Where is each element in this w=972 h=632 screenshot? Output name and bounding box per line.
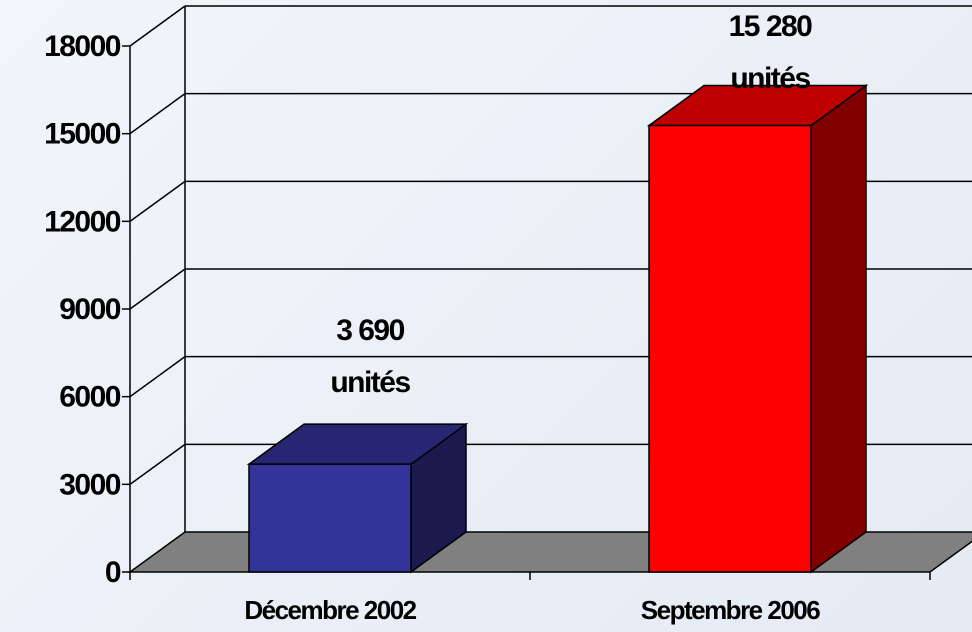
x-tick-label: Décembre 2002 <box>244 595 416 625</box>
y-tick-label: 18000 <box>44 30 121 63</box>
y-tick-label: 0 <box>105 556 121 589</box>
grid-line-side <box>129 356 186 398</box>
y-tick-label: 9000 <box>59 293 121 326</box>
y-tick-label: 15000 <box>44 118 121 151</box>
value-label: unités <box>330 366 410 399</box>
value-label: unités <box>730 62 810 95</box>
x-tick-label: Septembre 2006 <box>641 595 820 625</box>
grid-line-side <box>129 443 186 485</box>
grid-line-side <box>129 5 186 47</box>
bar <box>248 463 412 573</box>
value-label: 15 280 <box>729 10 813 43</box>
grid-line-side <box>129 268 186 310</box>
y-tick-label: 6000 <box>59 381 121 414</box>
bar-side <box>810 84 867 574</box>
y-tick-label: 12000 <box>44 205 121 238</box>
value-label: 3 690 <box>336 314 404 347</box>
bar <box>648 124 812 573</box>
y-tick-label: 3000 <box>59 468 121 501</box>
grid-line-side <box>129 180 186 222</box>
grid-line-side <box>129 93 186 135</box>
